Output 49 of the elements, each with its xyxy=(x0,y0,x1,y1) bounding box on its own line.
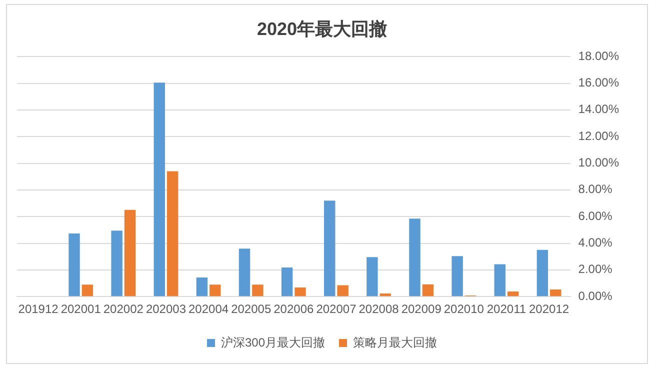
y-tick-label: 2.00% xyxy=(578,262,613,276)
bar xyxy=(380,294,391,296)
bar xyxy=(409,218,420,296)
legend-label: 策略月最大回撤 xyxy=(353,335,438,350)
bar xyxy=(324,200,336,296)
x-tick-label: 202004 xyxy=(188,302,229,316)
bar xyxy=(452,256,463,296)
y-tick-label: 14.00% xyxy=(578,102,620,116)
x-tick-label: 202003 xyxy=(146,302,186,316)
y-tick-label: 18.00% xyxy=(578,48,620,63)
chart-title: 2020年最大回撤 xyxy=(256,18,388,39)
bar xyxy=(124,210,136,296)
bar xyxy=(154,82,165,296)
x-tick-label: 201912 xyxy=(18,302,59,316)
y-tick-label: 4.00% xyxy=(578,236,613,250)
bar xyxy=(337,285,348,296)
x-tick-label: 202006 xyxy=(274,302,314,316)
bar xyxy=(82,284,94,296)
bar xyxy=(252,284,264,296)
bar xyxy=(196,278,208,296)
bar xyxy=(294,288,306,296)
x-tick-label: 202002 xyxy=(103,302,144,316)
bar xyxy=(494,264,506,296)
bar xyxy=(68,234,80,296)
x-tick-label: 202009 xyxy=(401,302,442,316)
x-tick-label: 202007 xyxy=(316,302,357,316)
bar xyxy=(550,290,562,296)
bar xyxy=(210,284,221,296)
bar xyxy=(536,250,548,296)
x-tick-label: 202011 xyxy=(486,302,526,316)
x-tick-label: 202010 xyxy=(444,302,484,316)
x-tick-label: 202005 xyxy=(231,302,272,316)
bar xyxy=(111,230,122,296)
x-tick-label: 202012 xyxy=(528,302,570,316)
bar xyxy=(422,284,434,296)
bar xyxy=(281,268,293,296)
y-tick-label: 10.00% xyxy=(578,156,620,170)
x-tick-label: 202001 xyxy=(60,302,102,316)
y-tick-label: 6.00% xyxy=(578,208,613,223)
y-tick-label: 8.00% xyxy=(578,182,613,196)
x-tick-label: 202008 xyxy=(358,302,400,316)
y-tick-label: 16.00% xyxy=(578,76,620,90)
bar xyxy=(507,292,519,296)
y-tick-label: 0.00% xyxy=(578,288,613,303)
legend-label: 沪深300月最大回撤 xyxy=(220,335,326,350)
bar xyxy=(238,248,250,296)
bar xyxy=(366,257,378,296)
y-tick-label: 12.00% xyxy=(578,128,620,143)
bar xyxy=(166,171,178,296)
